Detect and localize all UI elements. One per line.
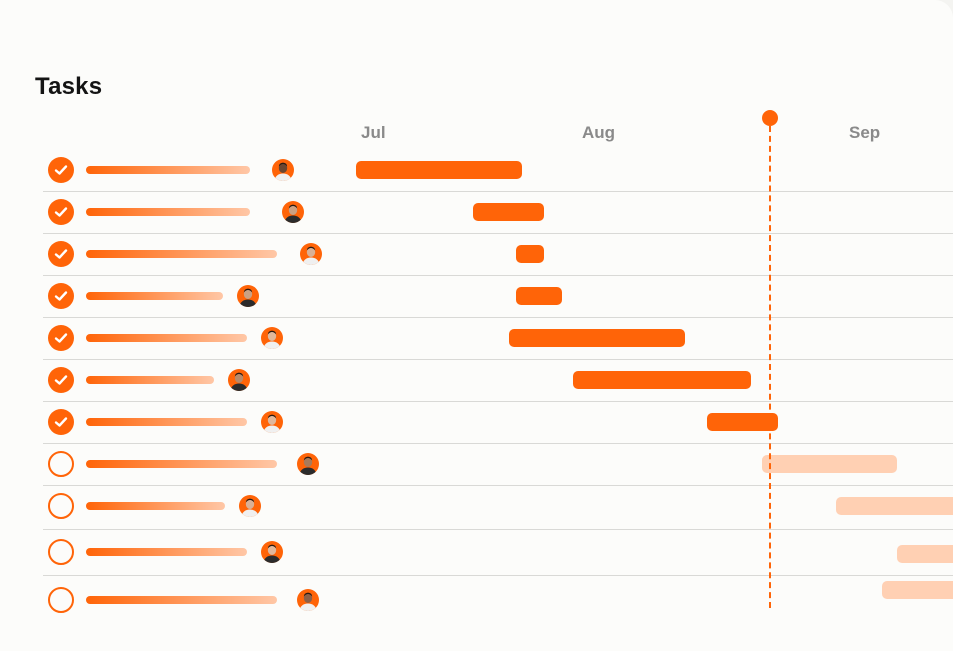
row-divider bbox=[43, 275, 953, 276]
task-checkbox[interactable] bbox=[48, 283, 74, 309]
row-divider bbox=[43, 575, 953, 576]
task-checkbox[interactable] bbox=[48, 241, 74, 267]
assignee-avatar[interactable] bbox=[261, 541, 283, 563]
task-name-placeholder[interactable] bbox=[86, 292, 223, 300]
gantt-bar[interactable] bbox=[897, 545, 953, 563]
task-name-placeholder[interactable] bbox=[86, 250, 277, 258]
gantt-bar[interactable] bbox=[573, 371, 751, 389]
gantt-bar[interactable] bbox=[473, 203, 544, 221]
task-checkbox[interactable] bbox=[48, 587, 74, 613]
task-name-placeholder[interactable] bbox=[86, 166, 250, 174]
gantt-bar[interactable] bbox=[882, 581, 953, 599]
task-name-placeholder[interactable] bbox=[86, 208, 250, 216]
task-checkbox[interactable] bbox=[48, 409, 74, 435]
assignee-avatar[interactable] bbox=[239, 495, 261, 517]
row-divider bbox=[43, 529, 953, 530]
task-checkbox[interactable] bbox=[48, 493, 74, 519]
assignee-avatar[interactable] bbox=[237, 285, 259, 307]
task-name-placeholder[interactable] bbox=[86, 460, 277, 468]
row-divider bbox=[43, 233, 953, 234]
task-name-placeholder[interactable] bbox=[86, 334, 247, 342]
assignee-avatar[interactable] bbox=[261, 327, 283, 349]
task-checkbox[interactable] bbox=[48, 367, 74, 393]
row-divider bbox=[43, 317, 953, 318]
page-title: Tasks bbox=[35, 73, 103, 100]
gantt-bar[interactable] bbox=[516, 245, 544, 263]
gantt-bar[interactable] bbox=[707, 413, 778, 431]
task-checkbox[interactable] bbox=[48, 199, 74, 225]
row-divider bbox=[43, 359, 953, 360]
assignee-avatar[interactable] bbox=[297, 453, 319, 475]
task-checkbox[interactable] bbox=[48, 157, 74, 183]
gantt-bar[interactable] bbox=[836, 497, 953, 515]
task-name-placeholder[interactable] bbox=[86, 502, 225, 510]
row-divider bbox=[43, 443, 953, 444]
assignee-avatar[interactable] bbox=[261, 411, 283, 433]
assignee-avatar[interactable] bbox=[300, 243, 322, 265]
task-checkbox[interactable] bbox=[48, 451, 74, 477]
month-label-aug: Aug bbox=[582, 123, 616, 142]
assignee-avatar[interactable] bbox=[297, 589, 319, 611]
assignee-avatar[interactable] bbox=[272, 159, 294, 181]
checkmark-icon bbox=[54, 207, 68, 217]
checkmark-icon bbox=[54, 333, 68, 343]
checkmark-icon bbox=[54, 291, 68, 301]
task-name-placeholder[interactable] bbox=[86, 418, 247, 426]
assignee-avatar[interactable] bbox=[282, 201, 304, 223]
today-line bbox=[769, 126, 771, 608]
gantt-bar[interactable] bbox=[509, 329, 685, 347]
row-divider bbox=[43, 485, 953, 486]
checkmark-icon bbox=[54, 417, 68, 427]
task-name-placeholder[interactable] bbox=[86, 596, 277, 604]
gantt-bar[interactable] bbox=[762, 455, 897, 473]
row-divider bbox=[43, 191, 953, 192]
assignee-avatar[interactable] bbox=[228, 369, 250, 391]
task-name-placeholder[interactable] bbox=[86, 376, 214, 384]
checkmark-icon bbox=[54, 249, 68, 259]
month-label-jul: Jul bbox=[361, 123, 386, 142]
task-checkbox[interactable] bbox=[48, 325, 74, 351]
month-label-sep: Sep bbox=[849, 123, 881, 142]
today-marker[interactable] bbox=[762, 110, 778, 126]
row-divider bbox=[43, 401, 953, 402]
checkmark-icon bbox=[54, 165, 68, 175]
gantt-bar[interactable] bbox=[516, 287, 562, 305]
task-checkbox[interactable] bbox=[48, 539, 74, 565]
gantt-bar[interactable] bbox=[356, 161, 522, 179]
task-name-placeholder[interactable] bbox=[86, 548, 247, 556]
checkmark-icon bbox=[54, 375, 68, 385]
